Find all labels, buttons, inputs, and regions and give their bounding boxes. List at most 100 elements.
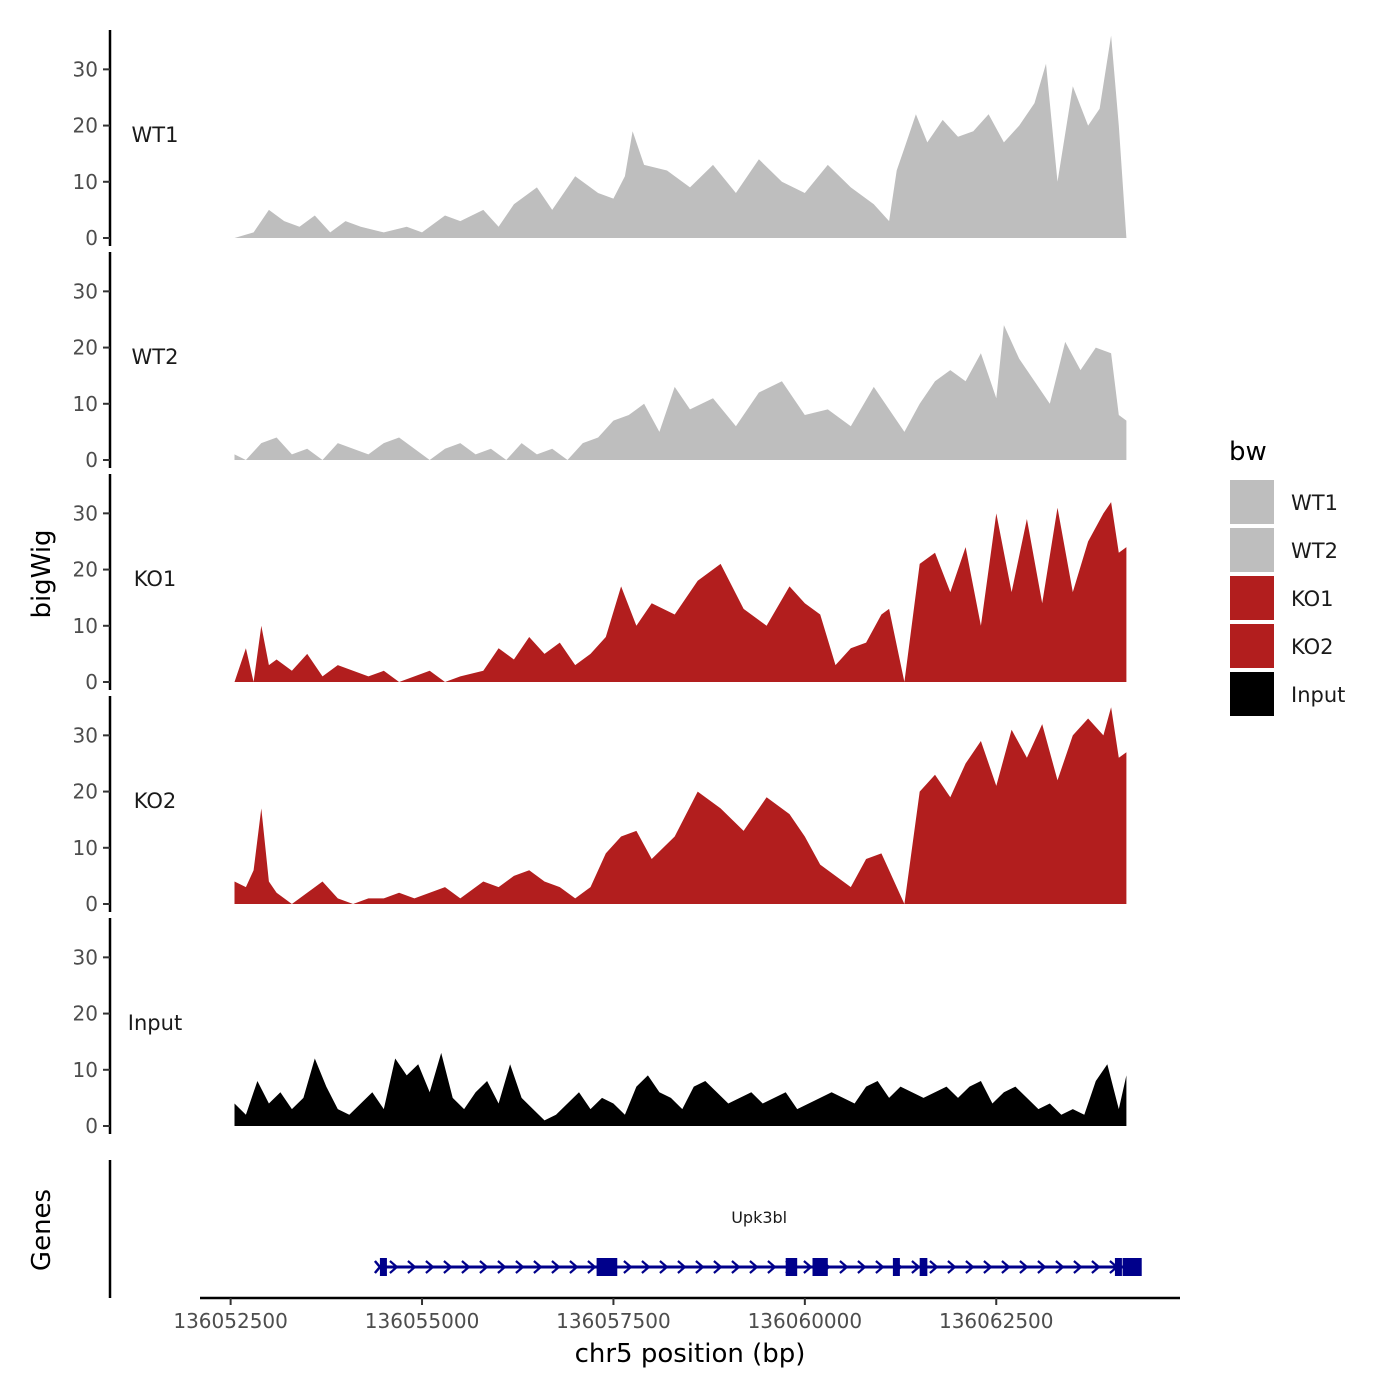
legend: bw WT1 WT2 KO1 KO2 Input <box>1229 437 1345 716</box>
strand-arrow <box>857 1260 867 1274</box>
strand-arrow <box>587 1260 597 1274</box>
strand-arrow <box>911 1260 921 1274</box>
y-tick-label: 30 <box>73 279 98 303</box>
y-tick-label: 20 <box>73 1002 98 1026</box>
y-tick-label: 0 <box>85 226 98 250</box>
strand-arrow <box>1073 1260 1083 1274</box>
y-tick-label: 20 <box>73 780 98 804</box>
strand-arrow <box>839 1260 849 1274</box>
legend-swatch-ko1 <box>1230 576 1274 620</box>
y-tick-label: 0 <box>85 1114 98 1138</box>
x-tick-label: 136060000 <box>748 1309 863 1333</box>
x-tick-label: 136062500 <box>939 1309 1054 1333</box>
gene-exon <box>785 1258 798 1276</box>
strand-arrow <box>623 1260 633 1274</box>
strand-arrow <box>695 1260 705 1274</box>
strand-arrow <box>947 1260 957 1274</box>
strand-arrow <box>1019 1260 1029 1274</box>
panel-label-ko1: KO1 <box>134 567 177 591</box>
gene-exon <box>919 1258 928 1276</box>
area-ko2 <box>234 707 1127 904</box>
strand-arrow <box>767 1260 777 1274</box>
strand-arrow <box>1091 1260 1101 1274</box>
gene-exon <box>892 1258 900 1276</box>
area-ko1 <box>234 502 1127 682</box>
legend-title: bw <box>1229 437 1267 467</box>
strand-arrow <box>641 1260 651 1274</box>
gene-name-label: Upk3bl <box>731 1208 787 1227</box>
strand-arrow <box>461 1260 471 1274</box>
genes-track-title: Genes <box>27 1189 57 1271</box>
y-tick-label: 0 <box>85 670 98 694</box>
gene-exon <box>812 1258 828 1276</box>
strand-arrow <box>1055 1260 1065 1274</box>
legend-swatch-input <box>1230 672 1274 716</box>
panel-label-input: Input <box>128 1011 182 1035</box>
panel-label-wt1: WT1 <box>132 123 179 147</box>
x-tick-label: 136057500 <box>556 1309 671 1333</box>
panel-label-wt2: WT2 <box>132 345 179 369</box>
y-tick-label: 0 <box>85 448 98 472</box>
gene-exon <box>1122 1258 1142 1276</box>
strand-arrow <box>803 1260 813 1274</box>
y-tick-label: 10 <box>73 392 98 416</box>
gene-exon <box>379 1258 387 1276</box>
legend-swatch-wt2 <box>1230 528 1274 572</box>
strand-arrow <box>569 1260 579 1274</box>
gene-exon <box>1114 1258 1122 1276</box>
x-tick-label: 136052500 <box>173 1309 288 1333</box>
strand-arrow <box>965 1260 975 1274</box>
strand-arrow <box>731 1260 741 1274</box>
legend-label-wt1: WT1 <box>1291 491 1338 515</box>
legend-label-input: Input <box>1291 683 1345 707</box>
strand-arrow <box>875 1260 885 1274</box>
legend-label-ko2: KO2 <box>1291 635 1334 659</box>
legend-label-ko1: KO1 <box>1291 587 1334 611</box>
y-tick-label: 20 <box>73 336 98 360</box>
y-tick-label: 10 <box>73 1058 98 1082</box>
legend-label-wt2: WT2 <box>1291 539 1338 563</box>
gene-exon <box>596 1258 618 1276</box>
strand-arrow <box>425 1260 435 1274</box>
x-axis: 136052500 136055000 136057500 136060000 1360… <box>173 1296 1180 1333</box>
y-axis-title: bigWig <box>27 529 57 618</box>
y-tick-label: 20 <box>73 558 98 582</box>
area-wt1 <box>234 35 1127 238</box>
y-tick-label: 30 <box>73 501 98 525</box>
track-panel-ko2: 0 10 20 30 KO2 <box>73 696 1127 916</box>
y-tick-label: 10 <box>73 170 98 194</box>
track-panels: 0 10 20 30 WT1 0 10 20 30 WT2 0 10 20 30 KO1 0 10 20 30 KO2… <box>73 30 1127 1138</box>
strand-arrow <box>479 1260 489 1274</box>
strand-arrow <box>1037 1260 1047 1274</box>
track-panel-wt1: 0 10 20 30 WT1 <box>73 30 1127 250</box>
genes-track: Upk3bl <box>108 1160 1142 1298</box>
y-tick-label: 10 <box>73 614 98 638</box>
strand-arrow <box>443 1260 453 1274</box>
strand-arrow <box>677 1260 687 1274</box>
strand-arrow <box>929 1260 939 1274</box>
y-tick-label: 30 <box>73 57 98 81</box>
track-panel-ko1: 0 10 20 30 KO1 <box>73 474 1127 694</box>
strand-arrow <box>533 1260 543 1274</box>
area-wt2 <box>234 325 1127 460</box>
strand-arrow <box>407 1260 417 1274</box>
strand-arrow <box>389 1260 399 1274</box>
y-tick-label: 30 <box>73 723 98 747</box>
strand-arrow <box>551 1260 561 1274</box>
strand-arrow <box>1001 1260 1011 1274</box>
x-tick-label: 136055000 <box>365 1309 480 1333</box>
strand-arrow <box>713 1260 723 1274</box>
legend-swatch-wt1 <box>1230 480 1274 524</box>
strand-arrow <box>497 1260 507 1274</box>
legend-swatch-ko2 <box>1230 624 1274 668</box>
strand-arrow <box>659 1260 669 1274</box>
y-tick-label: 20 <box>73 114 98 138</box>
strand-arrow <box>983 1260 993 1274</box>
y-tick-label: 10 <box>73 836 98 860</box>
track-panel-input: 0 10 20 30 Input <box>73 918 1127 1138</box>
track-panel-wt2: 0 10 20 30 WT2 <box>73 252 1127 472</box>
y-tick-label: 0 <box>85 892 98 916</box>
strand-arrow <box>515 1260 525 1274</box>
panel-label-ko2: KO2 <box>134 789 177 813</box>
